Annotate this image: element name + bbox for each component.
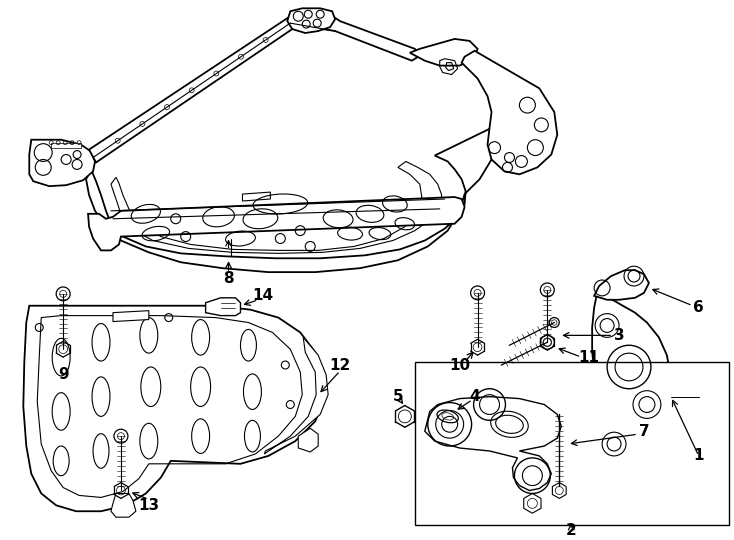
Polygon shape — [29, 140, 95, 186]
Text: 4: 4 — [469, 389, 480, 404]
Polygon shape — [415, 362, 729, 525]
Text: 10: 10 — [449, 357, 470, 373]
Text: 13: 13 — [138, 498, 159, 513]
Text: 2: 2 — [566, 523, 577, 537]
Polygon shape — [594, 270, 649, 300]
Polygon shape — [86, 128, 495, 272]
Text: 1: 1 — [694, 448, 704, 463]
Text: 8: 8 — [223, 271, 234, 286]
Polygon shape — [462, 51, 557, 174]
Polygon shape — [592, 293, 671, 424]
Text: 12: 12 — [330, 357, 351, 373]
Polygon shape — [23, 306, 325, 511]
Text: 3: 3 — [614, 328, 625, 343]
Polygon shape — [298, 428, 318, 452]
Polygon shape — [89, 11, 420, 163]
Text: 14: 14 — [252, 288, 273, 303]
Polygon shape — [425, 396, 562, 490]
Polygon shape — [88, 197, 465, 251]
Polygon shape — [287, 8, 335, 33]
Polygon shape — [242, 192, 270, 201]
Polygon shape — [51, 143, 81, 147]
Text: 9: 9 — [58, 367, 68, 382]
Text: 11: 11 — [578, 349, 600, 364]
Polygon shape — [264, 338, 328, 454]
Polygon shape — [113, 310, 149, 321]
Polygon shape — [597, 411, 627, 461]
Polygon shape — [206, 298, 241, 315]
Text: 5: 5 — [393, 389, 403, 404]
Text: 6: 6 — [694, 300, 704, 315]
Polygon shape — [111, 494, 136, 517]
Text: 7: 7 — [639, 424, 650, 438]
Polygon shape — [410, 39, 478, 66]
